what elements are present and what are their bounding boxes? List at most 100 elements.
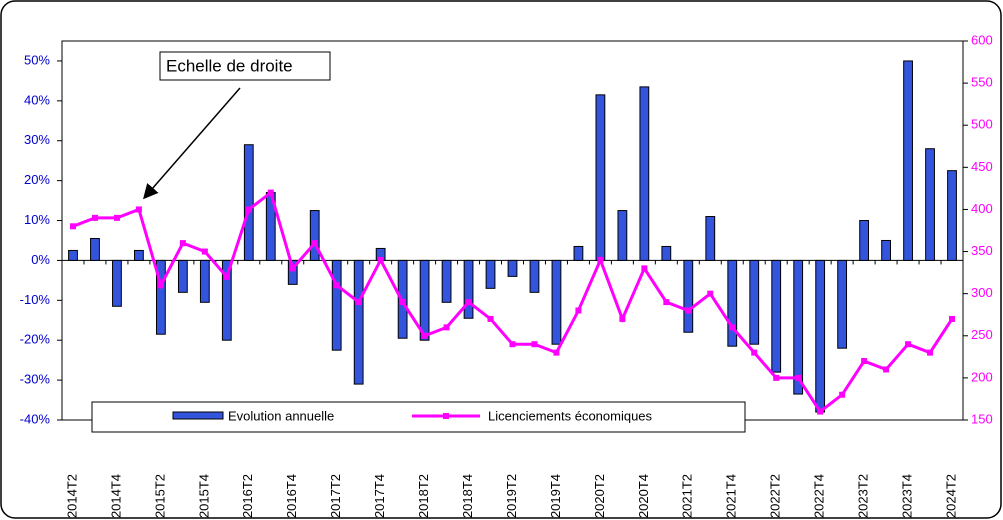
y2-tick-label: 250 xyxy=(971,327,993,342)
bar xyxy=(331,259,342,351)
line-marker xyxy=(113,214,120,221)
bar xyxy=(595,94,606,261)
line-marker xyxy=(443,324,450,331)
x-tick-label: 2016T4 xyxy=(284,474,299,518)
line-marker xyxy=(399,299,406,306)
line-marker xyxy=(487,315,494,322)
x-tick-label: 2015T4 xyxy=(196,474,211,518)
legend-swatch xyxy=(443,413,449,419)
y2-tick-label: 350 xyxy=(971,243,993,258)
bar xyxy=(573,245,584,261)
x-tick-label: 2019T2 xyxy=(504,474,519,518)
annotation-arrow xyxy=(143,87,241,200)
y-tick-label: -10% xyxy=(20,292,51,307)
x-tick-label: 2021T4 xyxy=(724,474,739,518)
bar xyxy=(771,259,782,373)
line-marker xyxy=(465,299,472,306)
line-marker xyxy=(245,206,252,213)
bar xyxy=(463,259,474,319)
y-tick-label: 50% xyxy=(24,52,50,67)
line-marker xyxy=(311,240,318,247)
line-marker xyxy=(201,248,208,255)
bar xyxy=(353,259,364,385)
y-tick-label: 40% xyxy=(24,92,50,107)
annotation: Echelle de droite xyxy=(166,56,293,75)
y2-tick-label: 450 xyxy=(971,159,993,174)
bar xyxy=(199,259,210,303)
line-marker xyxy=(69,223,76,230)
line-marker xyxy=(641,265,648,272)
line-marker xyxy=(751,349,758,356)
x-tick-label: 2015T2 xyxy=(152,474,167,518)
line-marker xyxy=(839,391,846,398)
legend-swatch xyxy=(172,411,224,420)
x-tick-label: 2022T2 xyxy=(768,474,783,518)
x-tick-label: 2018T4 xyxy=(460,474,475,518)
bar xyxy=(287,259,298,285)
line-marker xyxy=(289,265,296,272)
line-marker xyxy=(707,290,714,297)
bar xyxy=(727,259,738,347)
line-marker xyxy=(905,341,912,348)
x-tick-label: 2022T4 xyxy=(812,474,827,518)
x-tick-label: 2020T4 xyxy=(636,474,651,518)
x-tick-label: 2020T2 xyxy=(592,474,607,518)
bar xyxy=(749,259,760,345)
y-tick-label: 20% xyxy=(24,172,50,187)
bar xyxy=(68,249,78,261)
line-marker xyxy=(729,324,736,331)
bar xyxy=(617,210,628,261)
bar xyxy=(529,259,540,293)
line-marker xyxy=(223,273,230,280)
x-tick-label: 2021T2 xyxy=(680,474,695,518)
bar xyxy=(419,259,430,341)
bar xyxy=(221,259,232,341)
line-marker xyxy=(267,189,274,196)
bar xyxy=(90,237,100,261)
y-tick-label: -30% xyxy=(20,372,51,387)
bar xyxy=(683,259,694,333)
line-marker xyxy=(597,256,604,263)
bar xyxy=(551,259,562,345)
line-marker xyxy=(377,256,384,263)
bar xyxy=(639,86,650,261)
bar xyxy=(507,259,518,277)
y-tick-label: -20% xyxy=(20,332,51,347)
x-tick-label: 2017T4 xyxy=(372,474,387,518)
bar xyxy=(837,259,848,349)
bar xyxy=(309,210,320,261)
y2-tick-label: 500 xyxy=(971,117,993,132)
y2-tick-label: 200 xyxy=(971,369,993,384)
bar xyxy=(705,216,716,261)
x-tick-label: 2014T4 xyxy=(108,474,123,518)
bar xyxy=(881,239,891,261)
line-marker xyxy=(333,282,340,289)
line-marker xyxy=(883,366,890,373)
line-marker xyxy=(509,341,516,348)
y-tick-label: 10% xyxy=(24,212,50,227)
x-tick-label: 2024T2 xyxy=(943,474,958,518)
x-tick-label: 2014T2 xyxy=(64,474,79,518)
bar xyxy=(661,245,672,261)
line-marker xyxy=(949,315,956,322)
bar xyxy=(134,249,144,261)
line-marker xyxy=(157,282,164,289)
x-tick-label: 2019T4 xyxy=(548,474,563,518)
line-marker xyxy=(531,341,538,348)
x-tick-label: 2023T2 xyxy=(856,474,871,518)
bar xyxy=(243,144,254,261)
line-marker xyxy=(619,315,626,322)
line-marker xyxy=(179,240,186,247)
line-marker xyxy=(795,374,802,381)
x-tick-label: 2023T4 xyxy=(899,474,914,518)
y2-tick-label: 600 xyxy=(971,32,993,47)
x-tick-label: 2018T2 xyxy=(416,474,431,518)
bar xyxy=(925,148,935,261)
line-marker xyxy=(355,299,362,306)
legend-label: Licenciements économiques xyxy=(488,408,653,423)
bar xyxy=(155,259,166,335)
legend-label: Evolution annuelle xyxy=(228,408,334,423)
bar xyxy=(815,259,826,413)
